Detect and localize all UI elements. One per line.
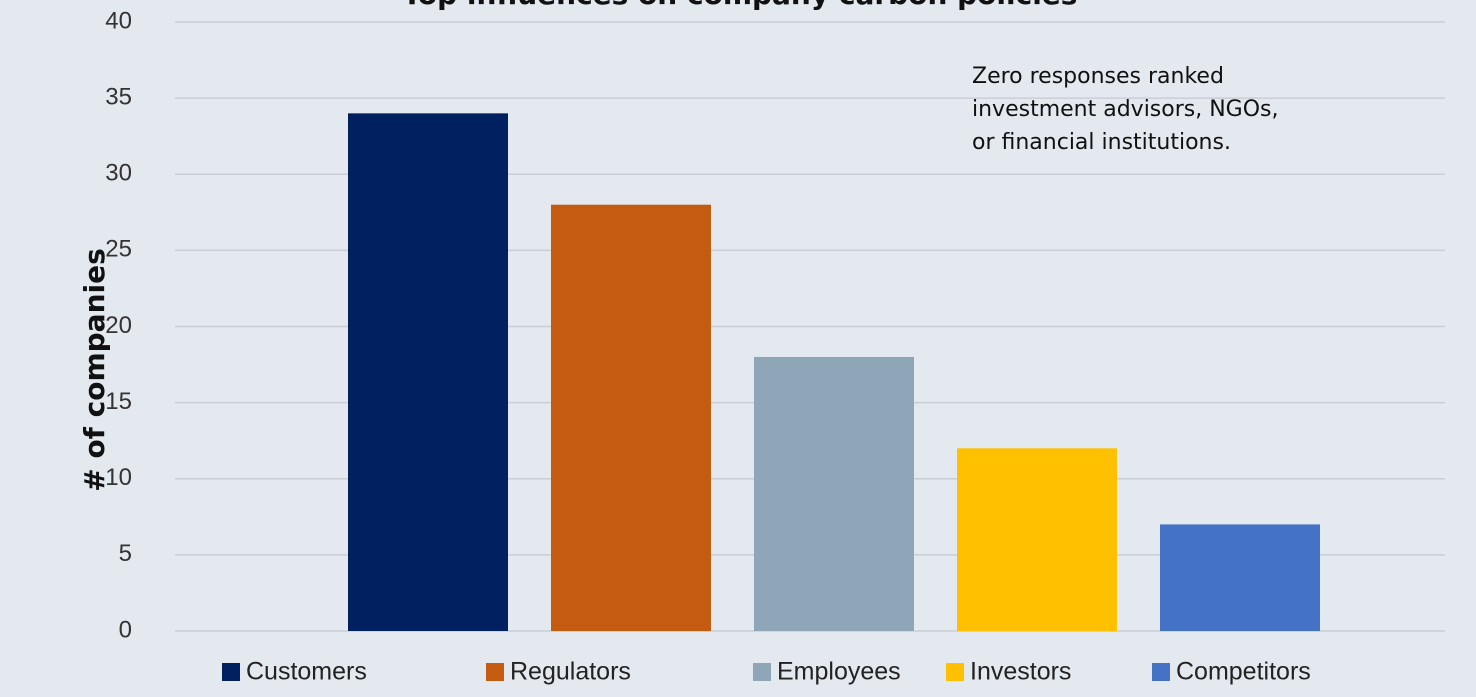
y-tick-label: 30 — [105, 160, 132, 187]
legend-swatch — [946, 663, 964, 681]
annotation: investment advisors, NGOs, — [972, 97, 1279, 122]
bar — [754, 356, 914, 631]
legend-label: Competitors — [1176, 658, 1311, 686]
y-tick-label: 0 — [119, 616, 132, 643]
y-tick-label: 25 — [105, 236, 132, 263]
bar — [957, 448, 1117, 631]
y-tick-label: 20 — [105, 312, 132, 339]
annotation: or financial institutions. — [972, 130, 1231, 155]
y-tick-label: 10 — [105, 464, 132, 491]
legend-swatch — [753, 663, 771, 681]
y-axis-label: # of companies — [78, 248, 111, 492]
legend-swatch — [1152, 663, 1170, 681]
y-tick-label: 15 — [105, 388, 132, 415]
bar — [1160, 524, 1320, 631]
chart-title: Top influences on company carbon policie… — [403, 0, 1078, 11]
legend-label: Customers — [246, 658, 367, 686]
y-tick-label: 35 — [105, 83, 132, 110]
annotation: Zero responses ranked — [972, 64, 1224, 89]
bar — [551, 204, 711, 631]
legend-label: Regulators — [510, 658, 631, 686]
legend-swatch — [222, 663, 240, 681]
legend-swatch — [486, 663, 504, 681]
legend-label: Investors — [970, 658, 1071, 686]
y-tick-label: 5 — [119, 540, 132, 567]
bar — [348, 113, 508, 632]
y-tick-label: 40 — [105, 7, 132, 34]
legend-label: Employees — [777, 658, 901, 686]
